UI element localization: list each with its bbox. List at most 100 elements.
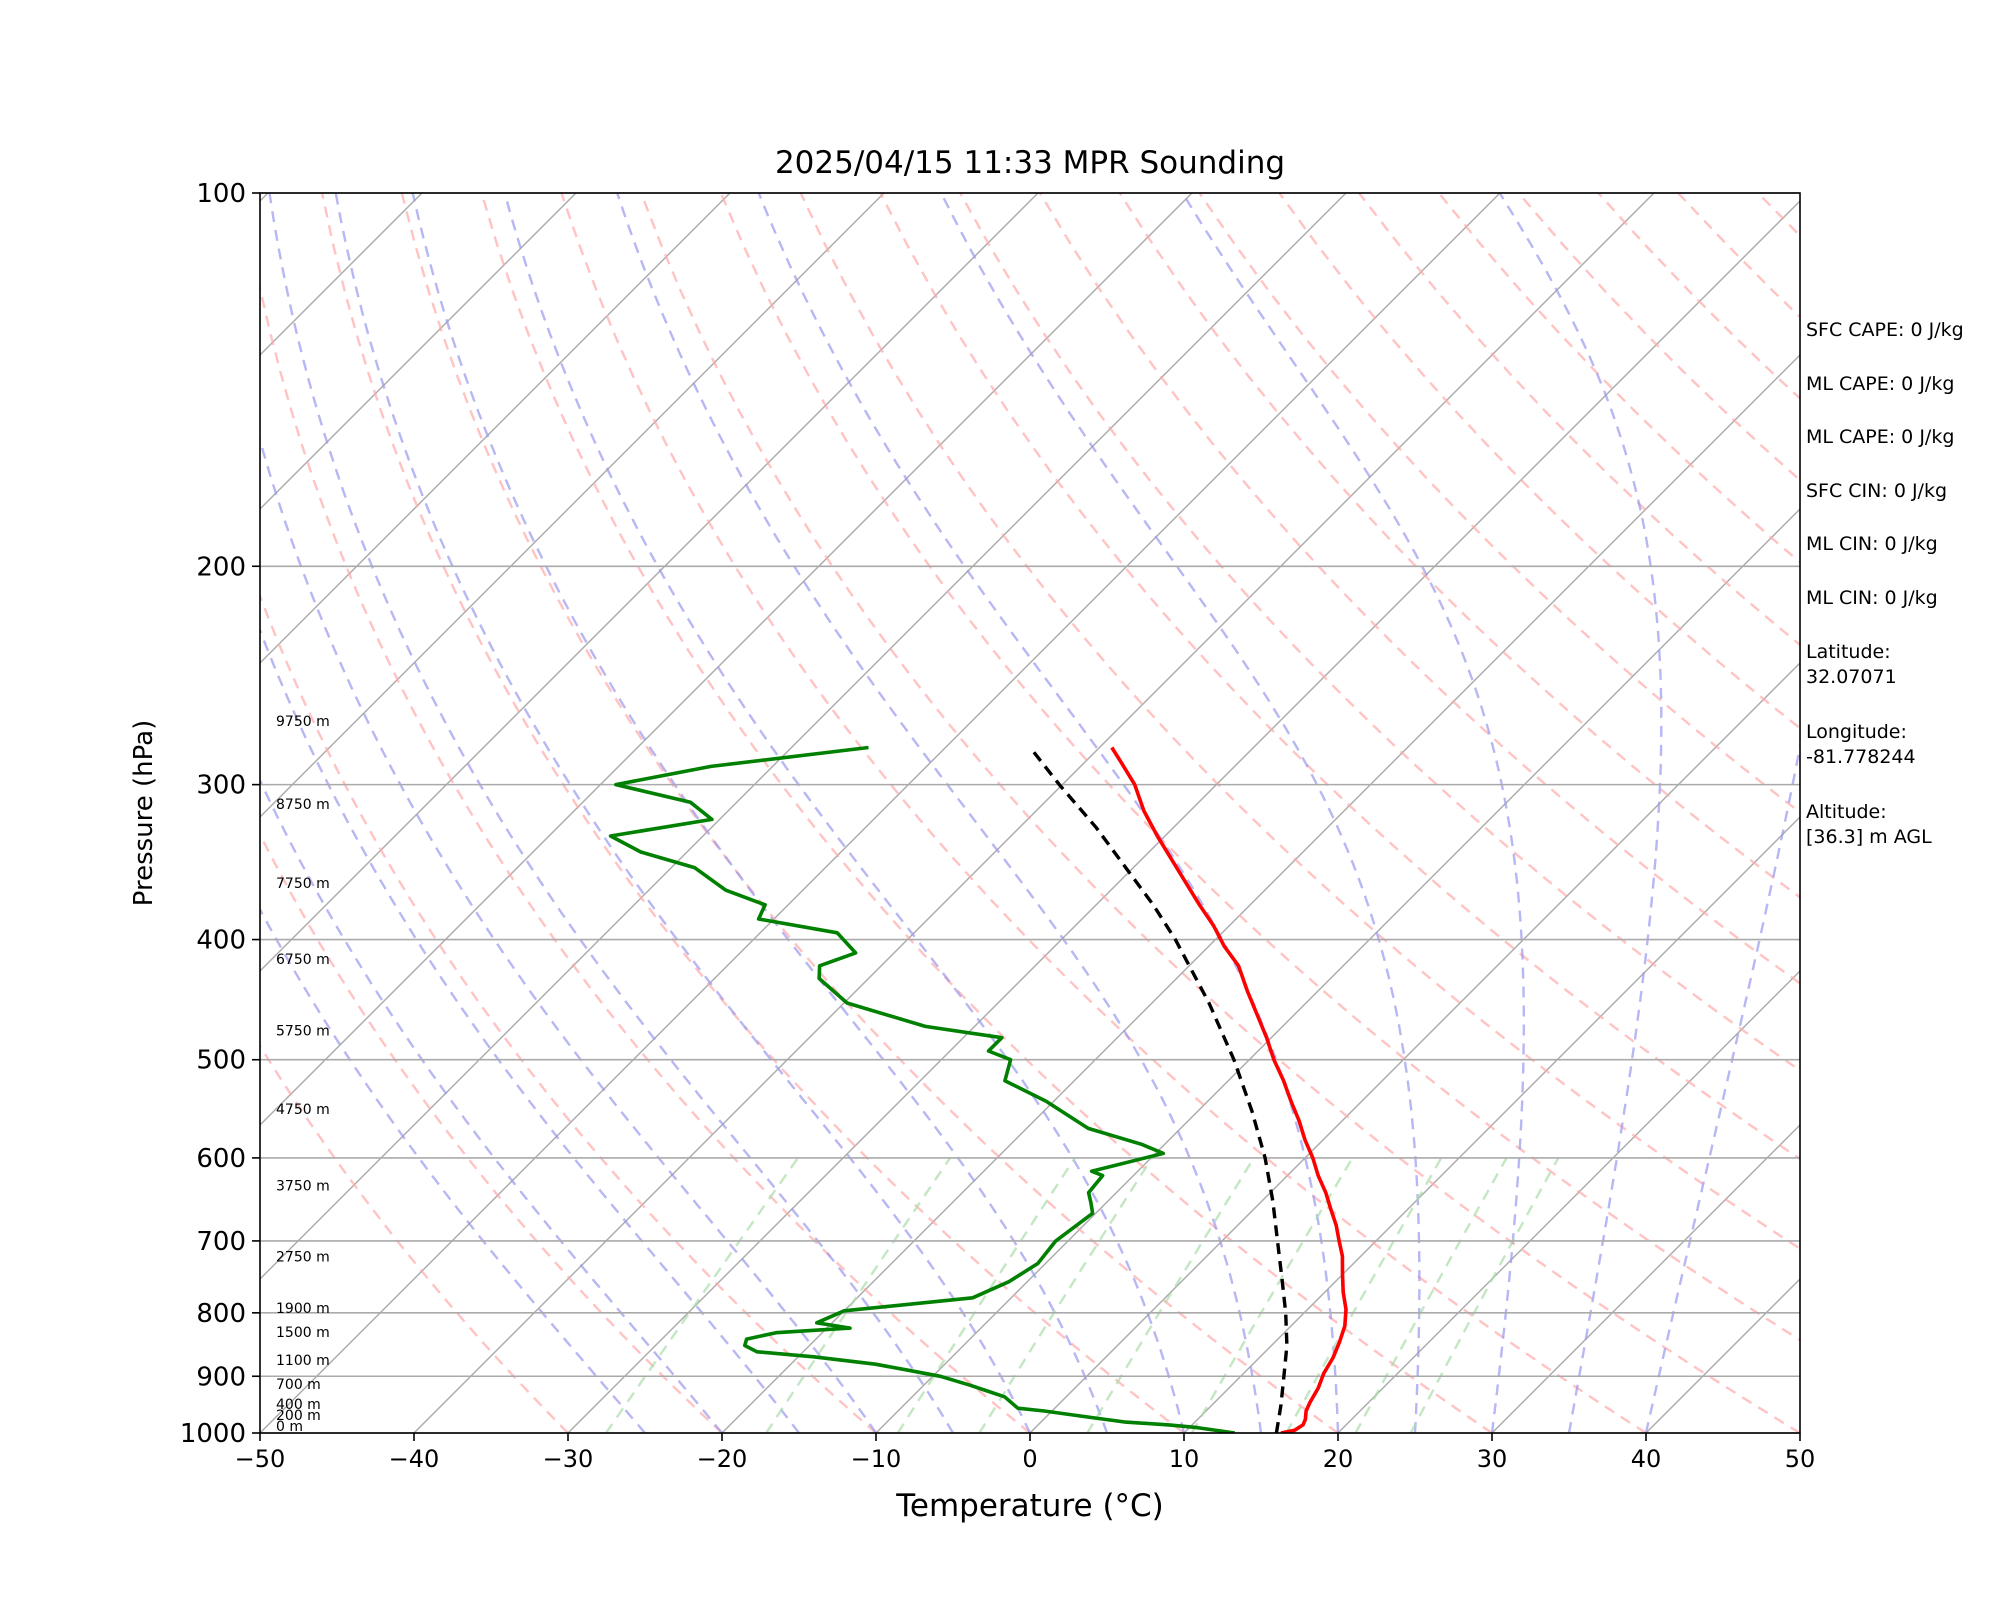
moist-adiabat-line [616,193,1263,1433]
moist-adiabat-line [503,193,1186,1433]
isotherm-line [260,193,1347,1280]
y-tick-label: 100 [196,179,246,209]
dry-adiabat-line [560,193,1647,1433]
y-axis: 100 200 300 400 500 600 700 800 900 1000 [180,179,260,1449]
height-label: 0 m [276,1419,303,1435]
moist-adiabat-line [757,193,1340,1433]
isotherm-line [260,193,1193,1126]
parcel-line [1028,746,1289,1433]
x-tick-label: 30 [1477,1445,1508,1473]
y-tick-label: 500 [196,1046,246,1076]
dry-adiabat-line [260,1043,569,1433]
isotherm-line [413,193,1655,1433]
dry-adiabat-line [260,592,877,1433]
isotherm-line [1337,970,1800,1433]
isotherm-line [1029,662,1800,1433]
y-tick-label: 400 [196,926,246,956]
isotherm-line [567,200,1800,1433]
y-tick-label: 600 [196,1144,246,1174]
height-label: 1100 m [276,1353,330,1369]
x-axis-label: Temperature (°C) [895,1488,1164,1524]
x-tick-label: −10 [851,1445,902,1473]
y-tick-label: 700 [196,1227,246,1257]
moist-adiabat-line [334,193,1032,1433]
dewpoint-line [608,745,1236,1433]
height-label: 400 m [276,1397,321,1413]
x-axis: −50 −40 −30 −20 −10 0 10 20 30 40 50 [235,1433,1816,1473]
isotherm-line [875,508,1800,1433]
isotherm-line [260,193,731,664]
dry-adiabat-line [1198,193,1800,814]
y-tick-label: 900 [196,1362,246,1392]
dry-adiabat-line [260,282,1031,1433]
y-tick-label: 800 [196,1299,246,1329]
dry-adiabat-line [480,193,1493,1433]
mixing-ratio-line [605,1157,799,1433]
isotherm-line [260,193,577,510]
isotherm-line [260,193,1039,972]
height-label: 4750 m [276,1102,330,1118]
moist-adiabat-line [260,777,723,1433]
pressure-gridlines [260,192,1800,1434]
x-tick-label: −40 [389,1445,440,1473]
x-tick-label: 20 [1323,1445,1354,1473]
height-label: 2750 m [276,1250,330,1266]
longitude-text: Longitude: -81.778244 [1806,721,1916,768]
y-tick-label: 1000 [180,1419,246,1449]
ml-cin-text: ML CIN: 0 J/kg [1806,533,1938,555]
ml-cape-text-2: ML CAPE: 0 J/kg [1806,426,1955,448]
sfc-cape-text: SFC CAPE: 0 J/kg [1806,319,1964,341]
altitude-text: Altitude: [36.3] m AGL [1806,801,1932,848]
isotherm-line [721,354,1800,1433]
plot-frame [259,192,1801,1434]
height-label: 5750 m [276,1024,330,1040]
profile-lines [608,745,1348,1433]
y-tick-label: 200 [196,552,246,582]
dry-adiabat-line [320,193,1185,1433]
moist-adiabat-line [260,435,877,1433]
dry-adiabat-line [959,193,1800,1072]
y-axis-label: Pressure (hPa) [129,720,159,907]
x-tick-label: 50 [1785,1445,1816,1473]
isotherm-line [260,193,1501,1433]
temperature-line [1110,746,1348,1433]
height-label: 700 m [276,1377,321,1393]
y-tick-label: 300 [196,771,246,801]
background-lines [0,193,2000,1433]
moist-adiabat-line [940,193,1421,1433]
dry-adiabat-line [400,193,1339,1433]
moist-adiabat-line [260,906,646,1433]
mixing-ratio-line [978,1157,1153,1433]
mixing-ratio-line [1086,1157,1255,1433]
dry-adiabat-line [639,193,1800,1433]
ml-cin-text-2: ML CIN: 0 J/kg [1806,587,1938,609]
x-tick-label: 40 [1631,1445,1662,1473]
isotherm-line [1954,193,2000,1433]
x-tick-label: −20 [697,1445,748,1473]
moist-adiabat-line [411,193,1109,1433]
isotherm-line [260,193,885,818]
sfc-cin-text: SFC CIN: 0 J/kg [1806,480,1948,502]
x-tick-label: 10 [1169,1445,1200,1473]
moist-adiabat-line [1644,740,1800,1433]
isotherm-line [1491,1124,1800,1433]
x-tick-label: 0 [1022,1445,1037,1473]
isotherm-line [1183,816,1800,1433]
moist-adiabat-line [1181,193,1526,1433]
latitude-text: Latitude: 32.07071 [1806,641,1897,688]
chart-title: 2025/04/15 11:33 MPR Sounding [775,145,1285,181]
moist-adiabat-line [1498,193,1663,1433]
dry-adiabat-line [799,193,1800,1251]
dry-adiabat-line [879,193,1800,1161]
height-label: 7750 m [276,876,330,892]
mixing-ratio-line [765,1157,952,1433]
dry-adiabat-line [1278,193,1800,730]
height-label: 6750 m [276,952,330,968]
moist-adiabat-line [268,193,955,1433]
isotherm-line [0,193,114,1433]
height-label: 1900 m [276,1301,330,1317]
height-label: 3750 m [276,1179,330,1195]
height-label: 9750 m [276,714,330,730]
height-label: 1500 m [276,1325,330,1341]
height-label: 8750 m [276,797,330,813]
